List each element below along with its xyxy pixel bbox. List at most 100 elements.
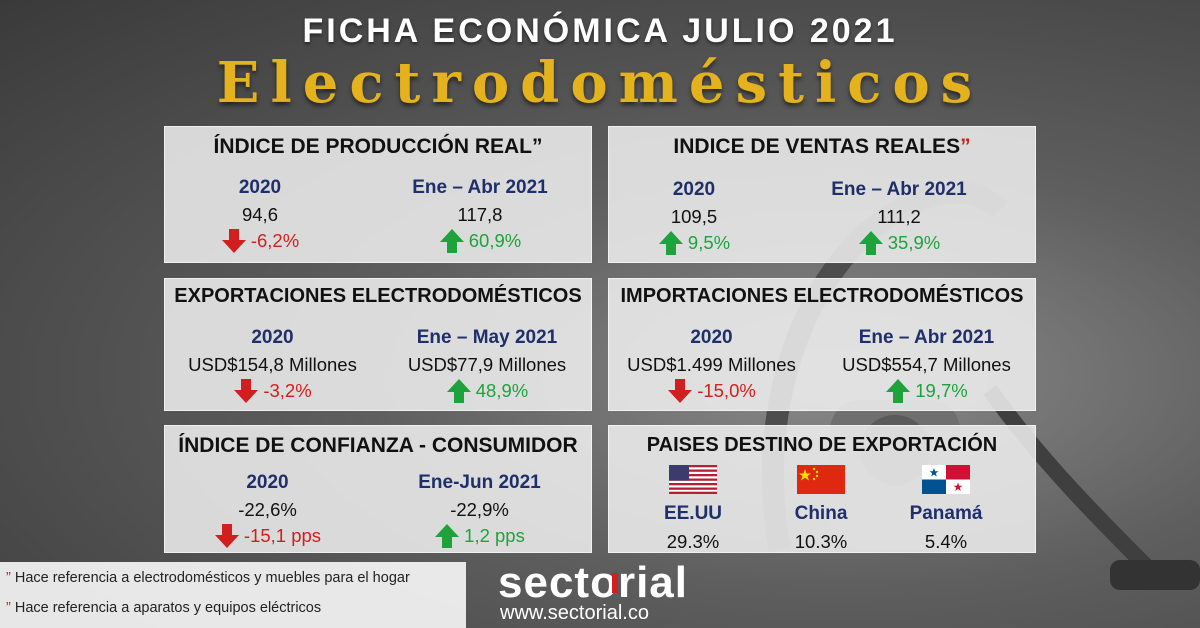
footnote-2: ” Hace referencia a aparatos y equipos el… (6, 600, 321, 616)
arrow-down-icon (221, 229, 246, 254)
change-value: -15,0% (697, 380, 756, 402)
value-label: USD$554,7 Millones (842, 354, 1011, 375)
panama-flag-icon (922, 465, 970, 494)
stat-right: Ene – Abr 2021 117,8 60,9% (375, 177, 585, 255)
period-label: Ene-Jun 2021 (418, 472, 541, 493)
value-label: USD$154,8 Millones (188, 354, 357, 375)
panel-title: EXPORTACIONES ELECTRODOMÉSTICOS (174, 285, 582, 307)
panel-title: INDICE DE VENTAS REALES” (609, 135, 1035, 159)
change-value: 35,9% (887, 232, 941, 254)
title-mark: ” (532, 135, 543, 158)
stat-right: Ene-Jun 2021 -22,9% 1,2 pps (387, 472, 572, 550)
footnote-mark: ” (6, 600, 11, 616)
arrow-down-icon (214, 524, 239, 549)
country-usa: EE.UU 29.3% (638, 503, 748, 553)
title-mark: ” (960, 135, 971, 158)
panel-destinos: PAISES DESTINO DE EXPORTACIÓN EE.UU 29.3… (608, 425, 1036, 553)
value-label: -22,6% (238, 499, 297, 520)
stat-right: Ene – May 2021 USD$77,9 Millones 48,9% (387, 327, 587, 405)
panel-title: ÍNDICE DE CONFIANZA - CONSUMIDOR (178, 434, 578, 457)
footnote-1: ” Hace referencia a electrodomésticos y m… (6, 570, 410, 586)
stat-right: Ene – Abr 2021 USD$554,7 Millones 19,7% (824, 327, 1029, 405)
value-label: 109,5 (670, 206, 718, 227)
stat-left: 2020 94,6 -6,2% (175, 177, 345, 255)
period-label: 2020 (672, 179, 716, 200)
value-label: 111,2 (877, 206, 921, 227)
change-row: -6,2% (175, 229, 345, 255)
change-row: 60,9% (375, 229, 585, 255)
change-row: -15,0% (609, 379, 814, 405)
value-label: 94,6 (241, 204, 278, 225)
value-label: USD$77,9 Millones (407, 354, 567, 375)
arrow-up-icon (858, 231, 883, 256)
footnote-text: Hace referencia a aparatos y equipos elé… (14, 600, 322, 616)
period-label: 2020 (238, 177, 282, 198)
period-label: 2020 (251, 327, 294, 348)
china-flag-icon (797, 465, 845, 494)
panel-exportaciones: EXPORTACIONES ELECTRODOMÉSTICOS 2020 USD… (164, 278, 592, 411)
change-row: 1,2 pps (387, 524, 572, 550)
period-label: Ene – Abr 2021 (858, 327, 995, 348)
value-label: USD$1.499 Millones (627, 354, 796, 375)
change-row: -15,1 pps (175, 524, 360, 550)
title-text: ÍNDICE DE PRODUCCIÓN REAL (213, 135, 533, 158)
period-label: 2020 (246, 472, 289, 493)
period-label: Ene – Abr 2021 (831, 179, 967, 200)
change-row: 19,7% (824, 379, 1029, 405)
change-value: 60,9% (468, 230, 522, 252)
arrow-up-icon (886, 379, 911, 404)
header-subtitle: Electrodomésticos (216, 50, 984, 116)
arrow-up-icon (435, 524, 460, 549)
change-value: 19,7% (915, 380, 968, 402)
value-label: 117,8 (457, 204, 503, 225)
stat-left: 2020 USD$1.499 Millones -15,0% (609, 327, 814, 405)
country-name: EE.UU (663, 503, 723, 524)
change-row: 9,5% (609, 231, 779, 257)
panel-title: ÍNDICE DE PRODUCCIÓN REAL” (165, 135, 591, 159)
stat-left: 2020 USD$154,8 Millones -3,2% (170, 327, 375, 405)
arrow-down-icon (668, 379, 693, 404)
country-share: 10.3% (794, 531, 848, 552)
period-label: 2020 (690, 327, 733, 348)
change-row: -3,2% (170, 379, 375, 405)
country-name: China (794, 503, 848, 524)
change-value: -6,2% (250, 230, 300, 252)
period-label: Ene – May 2021 (416, 327, 558, 348)
brand-logo: sectorial (498, 558, 688, 607)
country-name: Panamá (909, 503, 983, 524)
value-label: -22,9% (450, 499, 509, 520)
stat-right: Ene – Abr 2021 111,2 35,9% (799, 179, 999, 257)
country-china: China 10.3% (766, 503, 876, 553)
country-share: 29.3% (666, 531, 720, 552)
panel-title: IMPORTACIONES ELECTRODOMÉSTICOS (620, 285, 1024, 307)
arrow-down-icon (234, 379, 259, 404)
stat-left: 2020 109,5 9,5% (609, 179, 779, 257)
panel-title: PAISES DESTINO DE EXPORTACIÓN (646, 434, 998, 456)
change-row: 48,9% (387, 379, 587, 405)
change-row: 35,9% (799, 231, 999, 257)
panel-importaciones: IMPORTACIONES ELECTRODOMÉSTICOS 2020 USD… (608, 278, 1036, 411)
panel-confianza: ÍNDICE DE CONFIANZA - CONSUMIDOR 2020 -2… (164, 425, 592, 553)
change-value: -15,1 pps (243, 525, 322, 547)
arrow-up-icon (439, 229, 464, 254)
change-value: 48,9% (475, 380, 529, 402)
footnote-mark: ” (6, 570, 11, 586)
country-share: 5.4% (924, 531, 968, 552)
country-panama: Panamá 5.4% (891, 503, 1001, 553)
change-value: 9,5% (687, 232, 731, 254)
change-value: 1,2 pps (464, 525, 525, 547)
footnote-text: Hace referencia a electrodomésticos y mu… (14, 570, 410, 586)
arrow-up-icon (446, 379, 471, 404)
brand-accent-bar (612, 573, 618, 593)
title-text: INDICE DE VENTAS REALES (673, 135, 961, 158)
panel-produccion: ÍNDICE DE PRODUCCIÓN REAL” 2020 94,6 -6,… (164, 126, 592, 263)
brand-url[interactable]: www.sectorial.co (500, 602, 649, 624)
usa-flag-icon (669, 465, 717, 494)
arrow-up-icon (658, 231, 683, 256)
stat-left: 2020 -22,6% -15,1 pps (175, 472, 360, 550)
footnotes: ” Hace referencia a electrodomésticos y m… (0, 562, 466, 628)
change-value: -3,2% (263, 380, 312, 402)
header-title: FICHA ECONÓMICA JULIO 2021 (302, 12, 898, 50)
panel-ventas: INDICE DE VENTAS REALES” 2020 109,5 9,5%… (608, 126, 1036, 263)
period-label: Ene – Abr 2021 (412, 177, 548, 198)
